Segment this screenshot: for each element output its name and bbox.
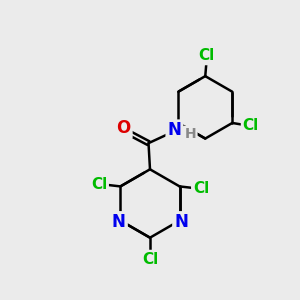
Text: N: N — [174, 213, 188, 231]
Text: N: N — [167, 122, 181, 140]
Text: Cl: Cl — [142, 252, 158, 267]
Text: Cl: Cl — [91, 176, 107, 191]
Text: Cl: Cl — [193, 181, 209, 196]
Text: Cl: Cl — [199, 48, 215, 63]
Text: N: N — [112, 213, 126, 231]
Text: H: H — [184, 127, 196, 141]
Text: O: O — [116, 119, 131, 137]
Text: Cl: Cl — [243, 118, 259, 134]
